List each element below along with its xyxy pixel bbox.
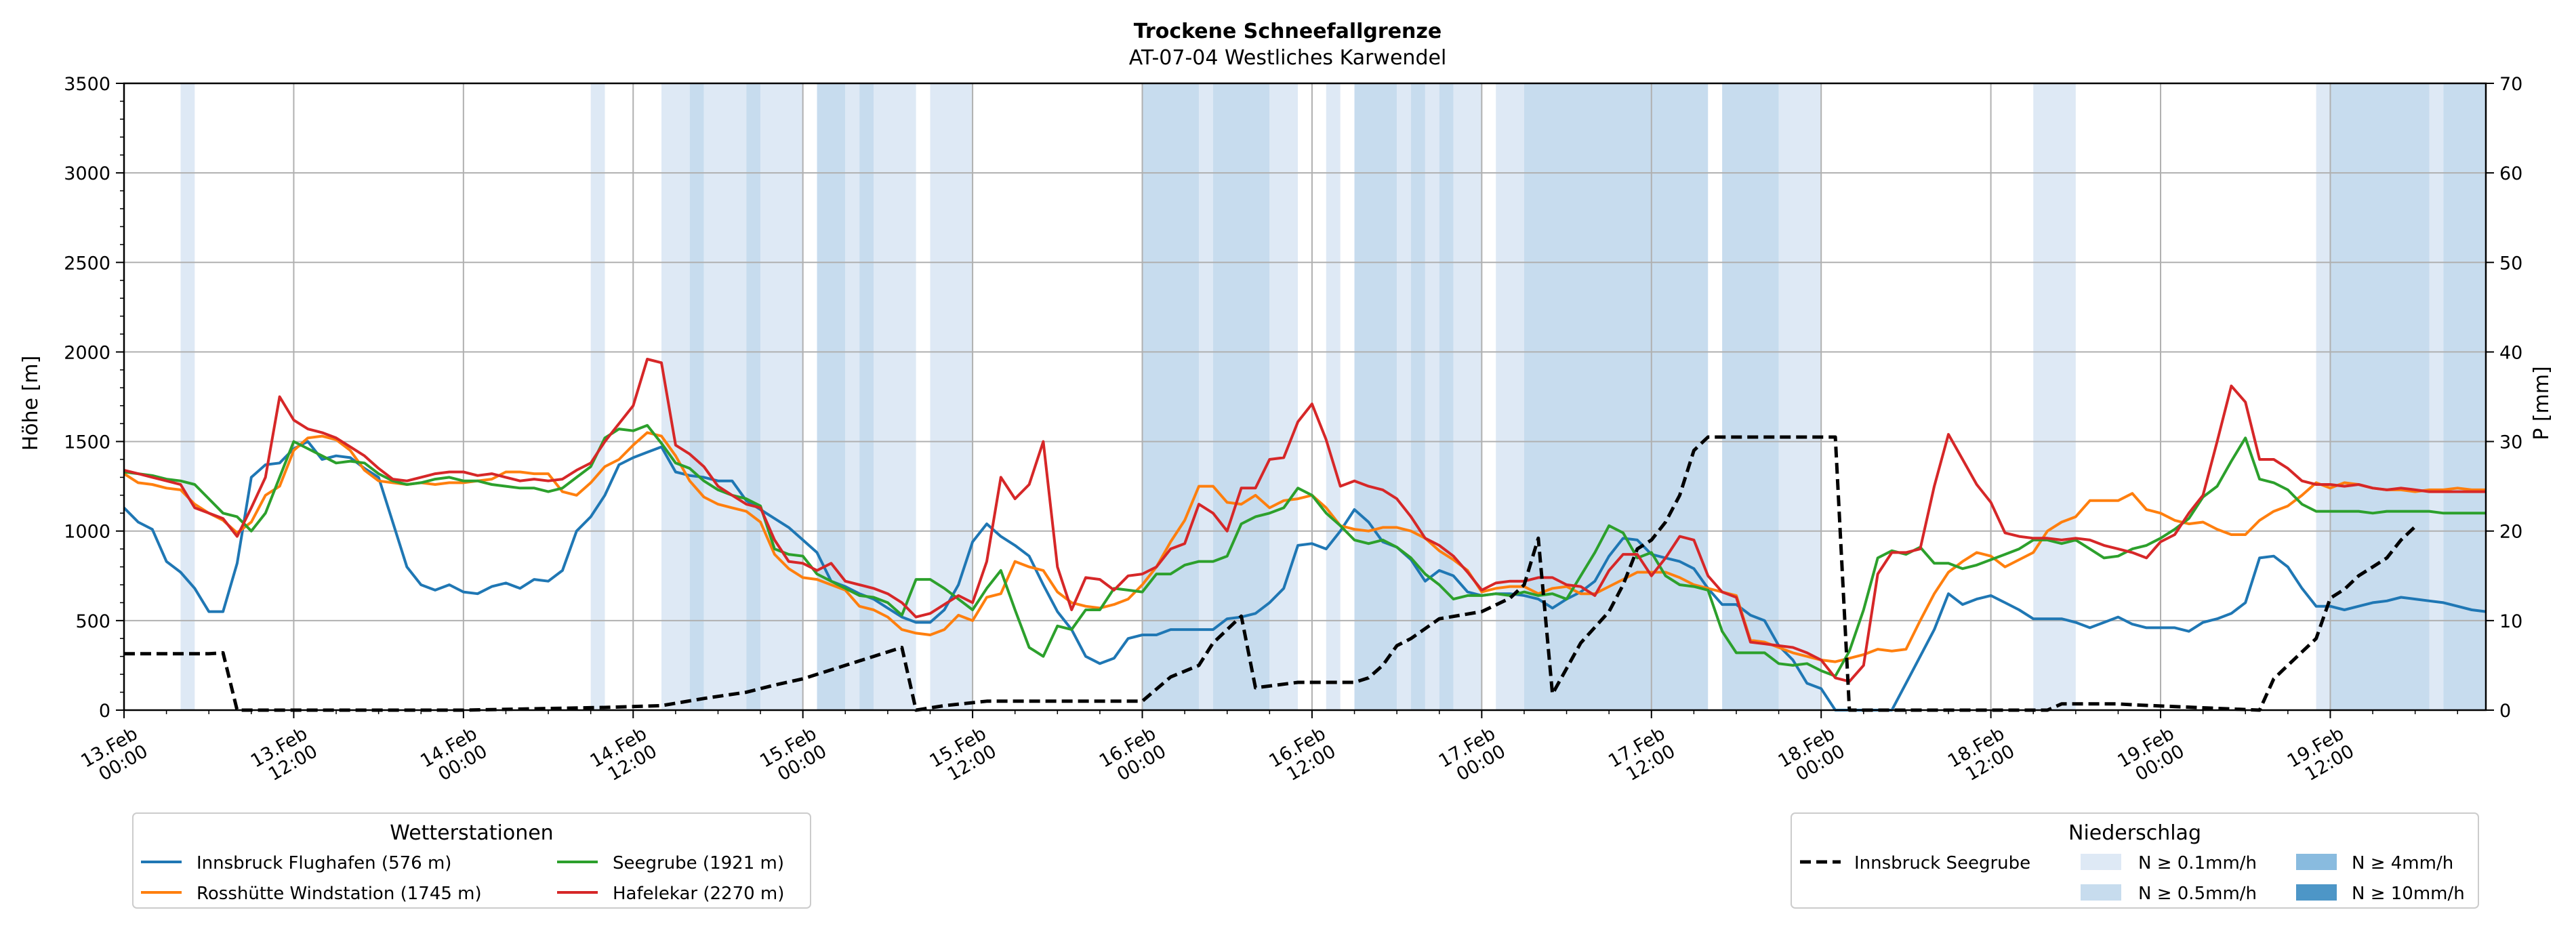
xtick-label-36: 14.Feb12:00 — [587, 723, 661, 789]
y2tick-label-70: 70 — [2499, 74, 2522, 95]
precip-band-16 — [1326, 83, 1341, 710]
xtick-label-24: 14.Feb00:00 — [417, 723, 491, 789]
precip-band-18 — [1397, 83, 1412, 710]
series-line-0 — [123, 440, 2487, 711]
xtick-label-72: 16.Feb00:00 — [1096, 723, 1170, 789]
legend-label-rosshuette: Rosshütte Windstation (1745 m) — [197, 884, 482, 904]
legend-swatch-n01 — [2081, 854, 2121, 870]
xtick-label-144: 19.Feb00:00 — [2114, 723, 2188, 789]
precip-band-3 — [689, 83, 704, 710]
precip-band-17 — [1354, 83, 1397, 710]
y2tick-label-40: 40 — [2499, 342, 2522, 363]
precip-band-19 — [1411, 83, 1425, 710]
precip-band-12 — [1142, 83, 1199, 710]
ytick-label-500: 500 — [75, 611, 110, 632]
precip-band-14 — [1212, 83, 1270, 710]
precip-band-5 — [746, 83, 761, 710]
precip-band-28 — [2316, 83, 2331, 710]
xtick-label-12: 13.Feb12:00 — [247, 723, 321, 789]
precip-band-23 — [1496, 83, 1524, 710]
y2tick-label-10: 10 — [2499, 611, 2522, 632]
legend-swatch-n4 — [2296, 854, 2337, 870]
precip-band-30 — [2429, 83, 2444, 710]
precip-band-6 — [760, 83, 803, 710]
precip-line — [124, 435, 2417, 712]
series-line-2 — [123, 424, 2486, 678]
ytick-label-2500: 2500 — [64, 253, 110, 274]
precip-band-4 — [703, 83, 747, 710]
precip-band-26 — [1778, 83, 1822, 710]
legend-label-n05: N ≥ 0.5mm/h — [2138, 884, 2257, 904]
y2-axis-label: P [mm] — [2530, 366, 2554, 440]
legend-label-n10: N ≥ 10mm/h — [2352, 884, 2465, 904]
series-line-1 — [123, 431, 2486, 663]
precip-band-1 — [590, 83, 605, 710]
precip-band-20 — [1425, 83, 1439, 710]
station-lines — [123, 358, 2487, 712]
y-axis-label: Höhe [m] — [19, 356, 43, 451]
xtick-label-120: 18.Feb00:00 — [1775, 723, 1849, 789]
precip-band-0 — [180, 83, 195, 710]
precip-band-7 — [817, 83, 846, 710]
ytick-label-1500: 1500 — [64, 432, 110, 453]
y2tick-label-30: 30 — [2499, 432, 2522, 453]
legend-label-n01: N ≥ 0.1mm/h — [2138, 853, 2257, 873]
chart-title: Trockene Schneefallgrenze — [1134, 20, 1442, 43]
precip-band-8 — [845, 83, 860, 710]
ytick-label-3500: 3500 — [64, 74, 110, 95]
legend-stations-box — [132, 812, 811, 909]
ytick-label-1000: 1000 — [64, 522, 110, 543]
legend-swatch-n10 — [2296, 884, 2337, 901]
xtick-label-156: 19.Feb12:00 — [2284, 723, 2358, 789]
precipitation-bands — [180, 83, 2486, 710]
legend-stations-title: Wetterstationen — [390, 821, 553, 845]
precip-band-10 — [874, 83, 916, 710]
precip-band-27 — [2033, 83, 2076, 710]
legend-label-n4: N ≥ 4mm/h — [2352, 853, 2453, 873]
legend-label-precip: Innsbruck Seegrube — [1854, 853, 2030, 873]
precip-band-29 — [2330, 83, 2430, 710]
legend-swatch-n05 — [2081, 884, 2121, 901]
xtick-label-108: 17.Feb12:00 — [1605, 723, 1679, 789]
series-line-3 — [123, 358, 2486, 683]
ytick-label-2000: 2000 — [64, 342, 110, 363]
grid-lines — [123, 83, 2486, 711]
precip-band-9 — [859, 83, 874, 710]
xtick-label-132: 18.Feb12:00 — [1944, 723, 2018, 789]
legend-stations: Wetterstationen Innsbruck Flughafen (576… — [132, 812, 811, 909]
precip-band-22 — [1453, 83, 1482, 710]
precip-band-31 — [2443, 83, 2486, 710]
legend-label-hafelekar: Hafelekar (2270 m) — [613, 884, 784, 904]
y2tick-label-20: 20 — [2499, 522, 2522, 543]
xtick-label-60: 15.Feb12:00 — [926, 723, 1000, 789]
xtick-label-96: 17.Feb00:00 — [1435, 723, 1509, 789]
ytick-label-3000: 3000 — [64, 163, 110, 184]
legend-precip-title: Niederschlag — [2068, 821, 2201, 845]
precip-band-13 — [1198, 83, 1213, 710]
legend-precip: Niederschlag Innsbruck Seegrube N ≥ 0.1m… — [1791, 812, 2479, 909]
xtick-label-84: 16.Feb12:00 — [1265, 723, 1339, 789]
y2tick-label-60: 60 — [2499, 163, 2522, 184]
ytick-label-0: 0 — [99, 701, 110, 722]
plot-frame — [123, 82, 2487, 711]
precip-band-15 — [1269, 83, 1299, 710]
precip-band-24 — [1524, 83, 1709, 710]
xtick-label-48: 15.Feb00:00 — [756, 723, 830, 789]
y2tick-label-0: 0 — [2499, 701, 2511, 722]
xtick-label-0: 13.Feb00:00 — [77, 723, 151, 789]
y2tick-label-50: 50 — [2499, 253, 2522, 274]
precip-band-2 — [661, 83, 690, 710]
legend-label-flughafen: Innsbruck Flughafen (576 m) — [197, 853, 451, 873]
chart-subtitle: AT-07-04 Westliches Karwendel — [1129, 46, 1447, 70]
legend-label-seegrube: Seegrube (1921 m) — [613, 853, 784, 873]
